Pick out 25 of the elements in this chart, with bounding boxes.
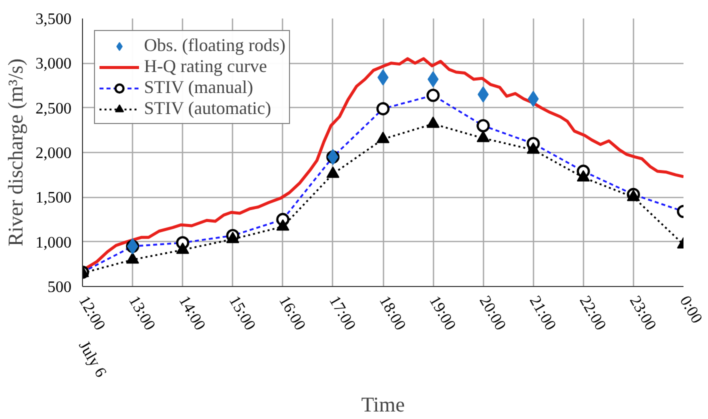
text: July 6 xyxy=(75,338,110,380)
y-tick-label: 1,000 xyxy=(36,234,72,252)
point xyxy=(126,252,140,264)
legend-label: H-Q rating curve xyxy=(144,56,267,77)
point xyxy=(176,242,190,254)
x-axis-title: Time xyxy=(361,392,405,416)
x-tick-label: 0:00 xyxy=(676,293,706,326)
y-tick-label: 3,000 xyxy=(36,56,72,73)
point xyxy=(426,116,440,128)
legend-label: STIV (manual) xyxy=(144,77,254,98)
point xyxy=(476,130,490,142)
y-tick-label: 500 xyxy=(48,279,72,296)
y-tick-label: 2,000 xyxy=(36,145,72,162)
y-axis-title: River discharge (m³/s) xyxy=(4,58,28,246)
y-tick-label: 3,500 xyxy=(36,11,72,28)
y-tick-label: 1,500 xyxy=(36,190,72,207)
point xyxy=(326,166,340,178)
point xyxy=(526,142,540,154)
point xyxy=(276,219,290,231)
legend-label: Obs. (floating rods) xyxy=(144,35,286,56)
point xyxy=(576,170,590,182)
point xyxy=(376,132,390,144)
y-tick-label: 2,500 xyxy=(36,100,72,118)
point xyxy=(226,232,240,244)
legend-label: STIV (automatic) xyxy=(144,98,272,119)
